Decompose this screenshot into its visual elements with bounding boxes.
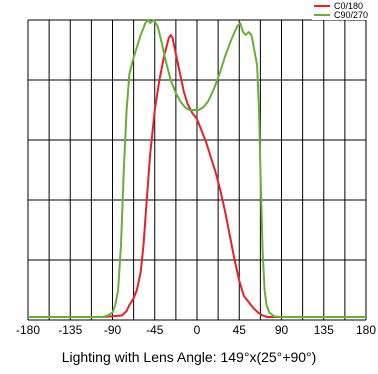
x-axis-tick-labels: -180 -135 -90 -45 0 45 90 135 180	[16, 323, 376, 337]
x-tick-label: 0	[194, 323, 201, 337]
x-tick-label: 90	[275, 323, 289, 337]
x-tick-label: -90	[104, 323, 122, 337]
chart-grid	[27, 19, 367, 321]
x-tick-label: 135	[314, 323, 334, 337]
x-tick-label: -180	[16, 323, 40, 337]
x-tick-label: -45	[146, 323, 164, 337]
legend-label: C0/180	[334, 1, 363, 11]
series-line-c0-180	[28, 34, 366, 318]
chart-series-layer	[28, 19, 366, 318]
series-line-c90-270	[28, 19, 366, 318]
chart-caption: Lighting with Lens Angle: 149°x(25°+90°)	[61, 349, 317, 365]
x-tick-label: 45	[233, 323, 247, 337]
x-tick-label: -135	[58, 323, 82, 337]
legend-label: C90/270	[334, 10, 368, 20]
x-tick-label: 180	[356, 323, 376, 337]
